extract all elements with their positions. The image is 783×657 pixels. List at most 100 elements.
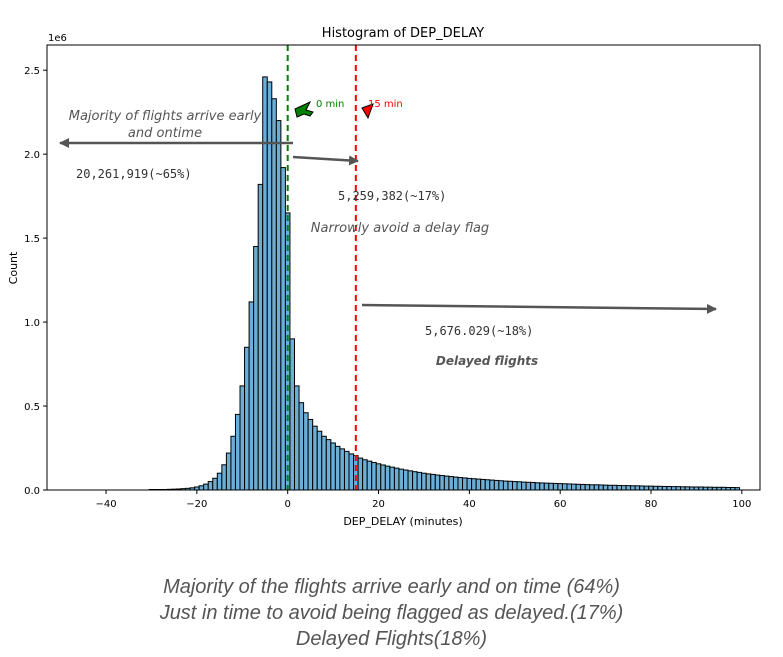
histogram-bar	[234, 413, 241, 491]
histogram-bar	[298, 402, 305, 491]
histogram-chart: Histogram of DEP_DELAY 1e6 −40 −20 0 20 40 60…	[7, 26, 761, 528]
histogram-bar	[521, 481, 527, 491]
delayed-text: Delayed flights	[436, 354, 538, 368]
histogram-bar	[398, 468, 404, 491]
caption-line-3: Delayed Flights(18%)	[295, 628, 488, 650]
zero-min-pointer	[294, 100, 314, 118]
histogram-bar	[498, 480, 504, 491]
histogram-bar	[325, 439, 332, 491]
histogram-bar	[412, 471, 418, 491]
histogram-bar	[198, 485, 205, 491]
histogram-bar	[312, 425, 318, 491]
histogram-bar	[480, 478, 486, 491]
x-axis-ticks: −40 −20 0 20 40 60 80 100	[95, 490, 751, 510]
y-axis-ticks: 0.0 0.5 1.0 1.5 2.0 2.5	[24, 66, 47, 497]
x-tick-label: 20	[372, 499, 385, 510]
histogram-bar	[607, 484, 613, 491]
histogram-bar	[403, 469, 409, 491]
x-tick-label: 100	[732, 499, 751, 510]
histogram-bar	[630, 485, 636, 491]
histogram-bar	[384, 465, 391, 491]
histogram-bar	[439, 475, 445, 491]
y-tick-label: 2.5	[24, 66, 40, 77]
histogram-bar	[244, 346, 250, 491]
histogram-bar	[557, 483, 563, 491]
chart-title: Histogram of DEP_DELAY	[322, 26, 484, 41]
histogram-bar	[343, 450, 350, 491]
histogram-bar	[294, 385, 300, 491]
histogram-bar	[525, 481, 532, 491]
histogram-bar	[471, 478, 477, 491]
histogram-bar	[507, 480, 513, 491]
histogram-bar	[421, 472, 427, 491]
histogram-bar	[652, 485, 659, 491]
reference-lines	[286, 45, 357, 490]
x-tick-label: 40	[463, 499, 476, 510]
histogram-bar	[452, 476, 459, 491]
histogram-bar	[253, 246, 259, 491]
histogram-bar	[221, 464, 227, 491]
early-count: 20,261,919(~65%)	[76, 167, 192, 181]
histogram-bar	[584, 484, 591, 491]
histogram-bar	[321, 435, 327, 491]
caption-line-2: Just in time to avoid being flagged as d…	[159, 602, 624, 624]
x-tick-label: 60	[554, 499, 567, 510]
histogram-bar	[307, 418, 314, 491]
histogram-bar	[502, 480, 509, 491]
x-tick-label: 80	[645, 499, 658, 510]
histogram-bar	[657, 485, 663, 491]
histogram-bar	[670, 486, 677, 491]
histogram-bar	[366, 460, 373, 491]
y-tick-label: 1.0	[24, 318, 40, 329]
histogram-bar	[552, 482, 559, 491]
histogram-bar	[534, 482, 541, 491]
histogram-bar	[475, 478, 482, 491]
histogram-bar	[212, 477, 218, 491]
histogram-bar	[239, 385, 246, 491]
histogram-bar	[598, 484, 604, 491]
histogram-bar	[548, 482, 554, 491]
histogram-bar	[330, 442, 336, 491]
histogram-bar	[280, 167, 286, 491]
histogram-bar	[407, 470, 414, 491]
histogram-bar	[571, 483, 577, 491]
y-tick-label: 0.5	[24, 402, 40, 413]
histogram-bar	[675, 486, 682, 491]
narrow-arrow	[292, 155, 359, 166]
early-text-line2: and ontime	[128, 126, 202, 141]
histogram-bar	[634, 485, 641, 491]
narrow-text: Narrowly avoid a delay flag	[311, 221, 489, 236]
histogram-bar	[580, 483, 586, 491]
y-tick-label: 1.5	[24, 234, 40, 245]
histogram-bar	[493, 479, 500, 491]
histogram-bar	[348, 453, 355, 491]
histogram-bar	[530, 481, 536, 491]
histogram-bar	[443, 475, 450, 491]
histogram-bar	[543, 482, 550, 491]
histogram-bar	[248, 301, 255, 491]
histogram-bar	[639, 485, 645, 491]
histogram-bar	[589, 484, 595, 491]
histogram-bar	[393, 467, 400, 491]
y-tick-label: 0.0	[24, 486, 40, 497]
histogram-bar	[425, 473, 432, 491]
histogram-bar	[389, 466, 395, 491]
histogram-bar	[602, 484, 609, 491]
histogram-bar	[466, 477, 473, 491]
histogram-bar	[357, 457, 364, 491]
histogram-bar	[225, 452, 232, 491]
histogram-bar	[216, 472, 223, 491]
y-tick-label: 2.0	[24, 150, 40, 161]
histogram-bar	[616, 484, 622, 491]
delayed-arrow	[361, 303, 717, 314]
histogram-bar	[661, 485, 668, 491]
fifteen-min-label: 15 min	[368, 99, 403, 110]
histogram-bar	[430, 473, 436, 491]
histogram-bar	[334, 445, 341, 491]
histogram-bar	[625, 485, 632, 491]
histogram-bar	[262, 76, 268, 491]
histogram-bar	[575, 483, 582, 491]
histogram-bar	[511, 481, 518, 491]
caption: Majority of the flights arrive early and…	[0, 574, 783, 652]
histogram-bar	[611, 484, 618, 491]
